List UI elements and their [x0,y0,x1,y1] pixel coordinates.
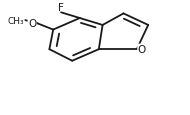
Text: O: O [28,19,36,29]
Text: CH₃: CH₃ [8,16,24,25]
Text: O: O [138,45,146,55]
Text: F: F [58,3,64,13]
